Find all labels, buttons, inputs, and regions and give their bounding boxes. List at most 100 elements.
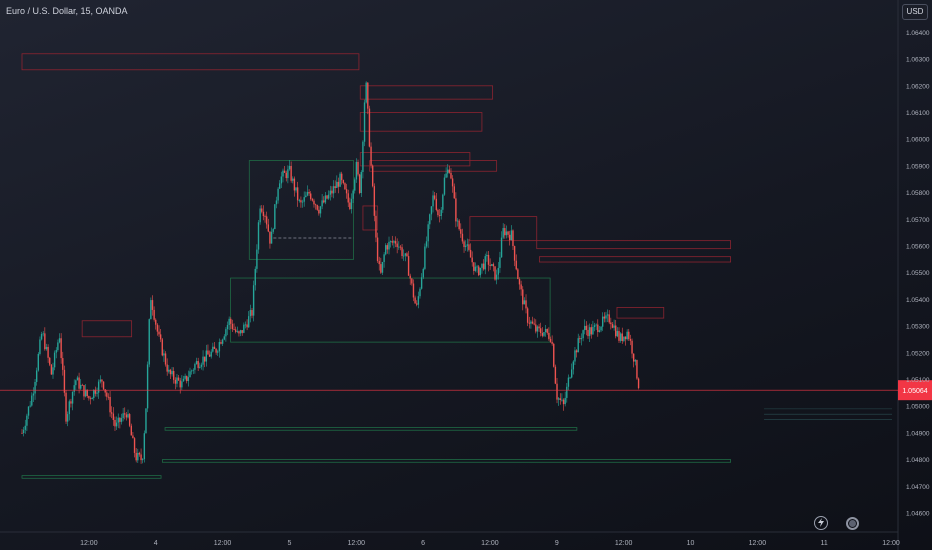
candle-body [476,266,478,268]
candle-body [275,200,278,205]
candle-body [598,330,601,332]
candle-body [385,245,387,255]
candle-body [551,341,553,344]
candle-body [407,256,410,276]
currency-button[interactable]: USD [902,4,928,20]
candle-body [182,378,185,382]
candle-body [174,379,177,384]
record-icon[interactable] [846,517,859,530]
candle-body [109,397,111,413]
candle-body [375,215,377,238]
candle-body [567,377,570,387]
candle-body [300,200,302,203]
candle-body [430,206,433,215]
y-tick-label: 1.04900 [906,430,930,437]
candle-body [318,209,320,214]
candle-body [124,413,126,415]
candle-body [324,195,327,203]
candle-body [89,398,92,400]
zone-box [369,160,498,172]
candle-body [570,369,573,378]
candle-body [86,389,88,397]
y-tick-label: 1.06400 [906,30,930,37]
candle-body [523,300,526,305]
candle-body [53,352,56,368]
candle-body [153,309,155,320]
candle-body [479,267,482,276]
candle-body [205,350,208,362]
candle-body [200,364,203,367]
candle-body [132,435,134,439]
candle-body [461,233,464,242]
candle-body [561,399,563,401]
y-tick-label: 1.05800 [906,190,930,197]
candle-body [603,316,606,319]
zone-box [539,256,732,263]
candle-body [553,343,555,367]
candle-body [47,346,49,358]
candle-body [499,257,501,268]
candle-body [342,180,345,184]
candle-body [422,268,424,278]
candle-body [181,381,183,388]
candle-body [417,296,420,305]
candle-body [549,338,552,342]
candle-body [509,234,511,241]
candle-body [554,366,557,384]
candle-body [101,379,103,382]
symbol-title: Euro / U.S. Dollar, 15, OANDA [6,6,128,16]
candle-body [179,380,181,388]
candle-body [161,339,163,356]
zone-box [362,205,379,231]
candle-body [425,241,428,247]
candle-body [610,322,612,325]
candle-body [49,357,51,365]
candle-body [352,190,354,199]
x-tick-label: 12:00 [882,540,900,547]
candle-body [427,224,429,242]
candle-body [311,198,314,201]
candle-body [593,325,596,327]
candle-body [274,204,276,230]
candle-body [621,333,623,342]
candle-body [393,241,395,243]
y-tick-label: 1.06200 [906,83,930,90]
candle-body [228,318,230,325]
candle-body [362,141,364,173]
flash-icon[interactable] [814,516,828,530]
zone-box [359,112,483,132]
candle-body [401,247,403,256]
candle-body [106,392,108,397]
zone-box [359,152,471,167]
candle-body [84,389,87,397]
candle-body [355,161,358,180]
candle-body [546,328,548,333]
candle-body [251,310,253,316]
candle-body [597,324,599,332]
candle-body [50,364,53,375]
candle-body [494,266,496,280]
candle-body [458,220,460,230]
candle-body [520,284,522,290]
candle-body [533,323,535,325]
candle-body [52,367,54,375]
candle-body [518,279,521,285]
current-price-tag [898,380,932,401]
candle-body [265,216,268,225]
candle-body [491,264,493,266]
x-tick-label: 11 [821,540,828,547]
candle-body [190,370,193,372]
candle-body [536,326,539,332]
candle-body [331,190,333,194]
candle-body [468,244,470,250]
candle-body [579,338,581,340]
candle-body [115,422,118,427]
candle-body [398,246,400,248]
candle-body [358,174,361,194]
candle-body [31,395,33,406]
candle-body [57,342,59,351]
candle-body [448,169,451,173]
y-tick-label: 1.05400 [906,297,930,304]
candle-body [492,264,495,267]
